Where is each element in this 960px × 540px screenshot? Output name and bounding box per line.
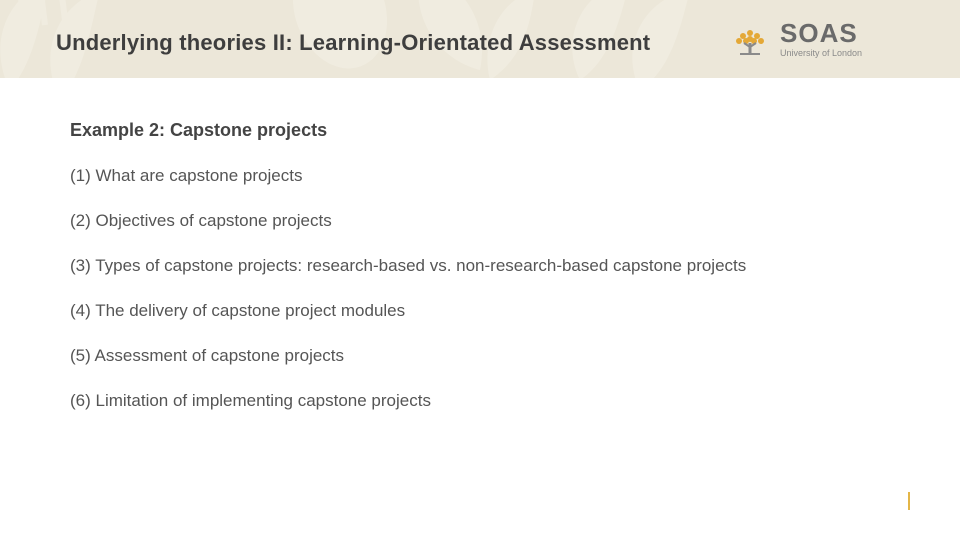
logo-sub-text: University of London xyxy=(780,48,862,58)
content-subtitle: Example 2: Capstone projects xyxy=(70,120,890,141)
logo-main-text: SOAS xyxy=(780,20,862,46)
list-item: (1) What are capstone projects xyxy=(70,165,890,188)
tree-icon xyxy=(730,19,770,59)
logo-text: SOAS University of London xyxy=(780,20,862,58)
list-item: (5) Assessment of capstone projects xyxy=(70,345,890,368)
page-title: Underlying theories II: Learning-Orienta… xyxy=(56,30,650,56)
footer-accent-icon xyxy=(908,492,910,510)
list-item: (3) Types of capstone projects: research… xyxy=(70,255,890,278)
list-item: (4) The delivery of capstone project mod… xyxy=(70,300,890,323)
slide: Underlying theories II: Learning-Orienta… xyxy=(0,0,960,540)
content-area: Example 2: Capstone projects (1) What ar… xyxy=(70,120,890,435)
list-item: (6) Limitation of implementing capstone … xyxy=(70,390,890,413)
list-item: (2) Objectives of capstone projects xyxy=(70,210,890,233)
logo: SOAS University of London xyxy=(730,14,930,64)
